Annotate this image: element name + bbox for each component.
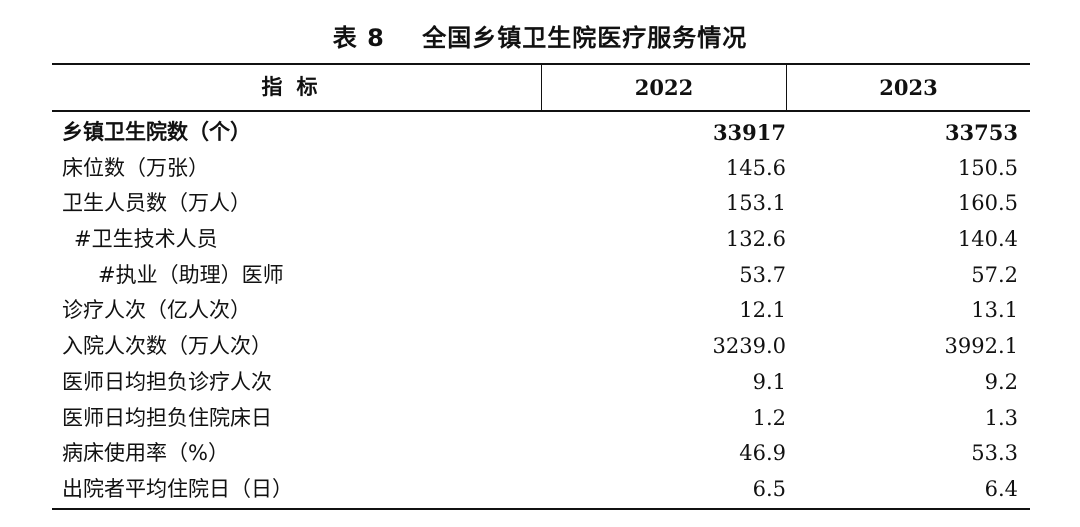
table-top-rule (52, 63, 1030, 65)
table-bottom-rule (52, 508, 1030, 510)
cell-2023: 1.3 (984, 405, 1018, 430)
cell-2022: 145.6 (725, 155, 786, 180)
row-label: 乡镇卫生院数（个） (62, 120, 251, 144)
cell-2023: 9.2 (984, 369, 1018, 394)
row-label: 出院者平均住院日（日） (62, 476, 293, 501)
cell-2023: 13.1 (971, 298, 1018, 323)
cell-2022: 12.1 (739, 298, 786, 323)
header-indicator: 指标 (261, 75, 332, 99)
header-divider-2 (786, 65, 787, 110)
cell-2022: 6.5 (752, 476, 786, 501)
table-row: 出院者平均住院日（日） 6.5 6.4 (52, 472, 1030, 508)
cell-2022: 9.1 (752, 369, 786, 394)
cell-2023: 33753 (944, 120, 1018, 145)
table-row: 医师日均担负诊疗人次 9.1 9.2 (52, 365, 1030, 401)
table-caption: 表 8 全国乡镇卫生院医疗服务情况 (332, 24, 748, 52)
header-divider-1 (541, 65, 542, 110)
row-label: #卫生技术人员 (74, 227, 218, 252)
cell-2022: 46.9 (739, 441, 786, 466)
table-row: #卫生技术人员 132.6 140.4 (52, 222, 1030, 258)
header-year-2023: 2023 (879, 75, 938, 100)
table-row: 床位数（万张） 145.6 150.5 (52, 151, 1030, 187)
table-row: 卫生人员数（万人） 153.1 160.5 (52, 186, 1030, 222)
table-row: 病床使用率（%） 46.9 53.3 (52, 436, 1030, 472)
cell-2022: 53.7 (739, 262, 786, 287)
cell-2023: 57.2 (971, 262, 1018, 287)
row-label: #执业（助理）医师 (98, 262, 284, 287)
cell-2023: 53.3 (971, 441, 1018, 466)
cell-2023: 140.4 (957, 227, 1018, 252)
cell-2022: 153.1 (725, 191, 786, 216)
cell-2022: 1.2 (752, 405, 786, 430)
cell-2023: 150.5 (957, 155, 1018, 180)
table-row: #执业（助理）医师 53.7 57.2 (52, 258, 1030, 294)
table-row: 入院人次数（万人次） 3239.0 3992.1 (52, 329, 1030, 365)
row-label: 医师日均担负诊疗人次 (62, 369, 272, 394)
cell-2022: 33917 (712, 120, 786, 145)
header-bottom-rule (52, 110, 1030, 112)
cell-2022: 3239.0 (712, 334, 786, 359)
row-label: 诊疗人次（亿人次） (62, 298, 251, 323)
table-row: 医师日均担负住院床日 1.2 1.3 (52, 401, 1030, 437)
cell-2022: 132.6 (725, 227, 786, 252)
cell-2023: 160.5 (957, 191, 1018, 216)
header-year-2022: 2022 (634, 75, 694, 100)
row-label: 卫生人员数（万人） (62, 191, 251, 216)
table-row: 乡镇卫生院数（个） 33917 33753 (52, 115, 1030, 151)
table-row: 诊疗人次（亿人次） 12.1 13.1 (52, 293, 1030, 329)
row-label: 病床使用率（%） (62, 441, 229, 466)
cell-2023: 6.4 (984, 476, 1018, 501)
row-label: 床位数（万张） (62, 155, 209, 180)
cell-2023: 3992.1 (944, 334, 1018, 359)
row-label: 入院人次数（万人次） (62, 334, 272, 359)
row-label: 医师日均担负住院床日 (62, 405, 272, 430)
table-body: 乡镇卫生院数（个） 33917 33753 床位数（万张） 145.6 150.… (52, 115, 1030, 508)
